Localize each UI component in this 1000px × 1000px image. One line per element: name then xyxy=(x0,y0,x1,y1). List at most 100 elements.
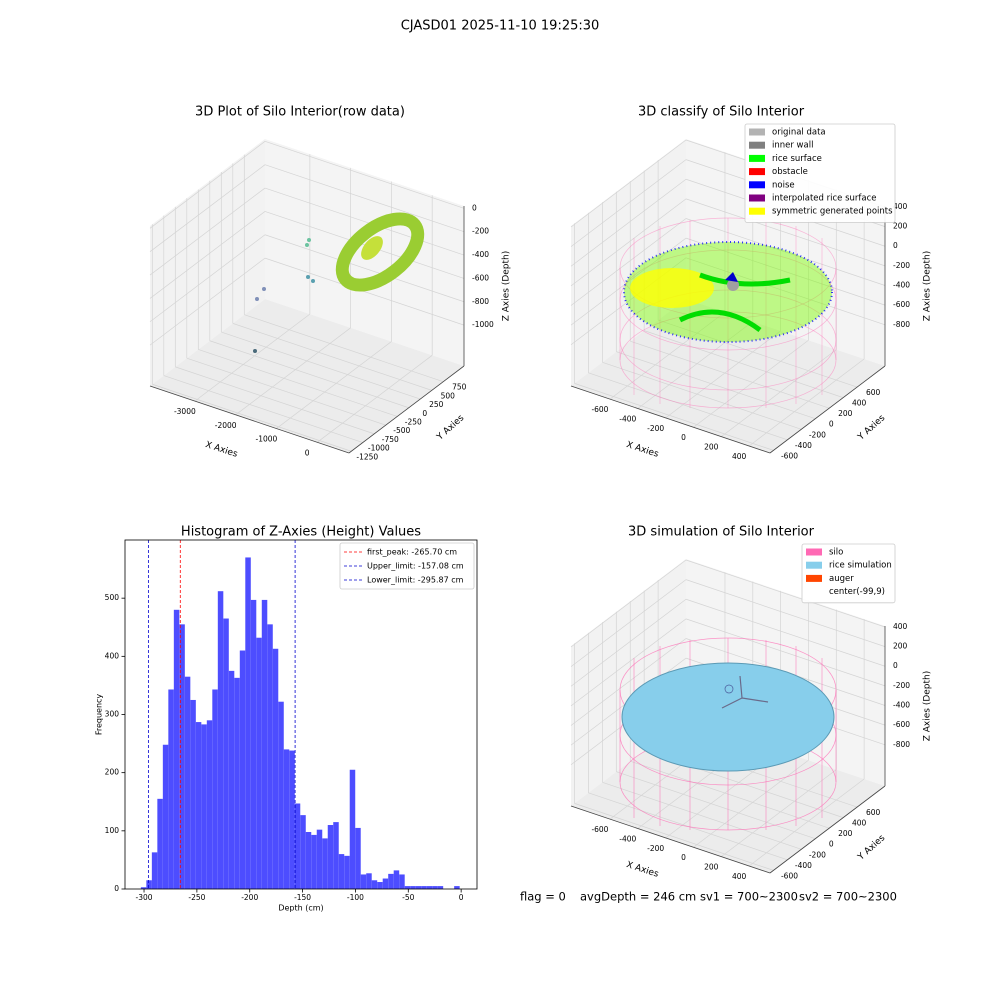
grid-line xyxy=(244,314,444,382)
legend-swatch xyxy=(749,181,765,189)
y-tick-label: 500 xyxy=(441,391,456,400)
grid-line xyxy=(235,327,351,416)
chart-title: 3D classify of Silo Interior xyxy=(638,105,805,120)
bar xyxy=(195,722,202,889)
bar xyxy=(245,557,251,889)
z-tick-label: -400 xyxy=(893,701,910,710)
x-tick-label: -3000 xyxy=(174,407,196,416)
bar xyxy=(300,815,306,889)
y-axis-label: Frequency xyxy=(95,694,104,736)
grid-line xyxy=(630,340,830,409)
legend-swatch xyxy=(749,168,765,176)
legend-label: rice surface xyxy=(772,154,822,164)
grid-line xyxy=(748,778,865,867)
pane-floor xyxy=(571,299,885,453)
grid-line xyxy=(264,141,465,209)
bar xyxy=(162,744,169,889)
legend-label: center(-99,9) xyxy=(829,587,885,597)
bar xyxy=(228,670,235,889)
y-tick-label: 500 xyxy=(105,593,120,602)
bar xyxy=(437,886,444,889)
bar xyxy=(201,724,207,889)
y-tick-label: 250 xyxy=(429,400,444,409)
y-tick-label: -200 xyxy=(809,850,826,859)
grid-line xyxy=(685,559,886,628)
bar xyxy=(151,852,158,889)
bar xyxy=(421,886,427,889)
z-tick-label: -200 xyxy=(893,681,910,690)
grid-line xyxy=(570,618,687,707)
axis-line xyxy=(570,805,771,874)
silo-wire xyxy=(619,249,837,351)
y-tick-label: -400 xyxy=(795,861,812,870)
z-tick-label: 0 xyxy=(893,661,898,670)
bar xyxy=(366,873,372,889)
bar xyxy=(426,886,433,889)
y-tick-label: -1000 xyxy=(368,444,390,453)
y-tick-label: 0 xyxy=(829,420,834,429)
x-tick-label: -200 xyxy=(241,893,258,902)
grid-line xyxy=(149,187,266,276)
z-tick-label: -800 xyxy=(472,297,489,306)
z-tick-label: -200 xyxy=(893,261,910,270)
raw-dot xyxy=(305,243,309,247)
legend-swatch xyxy=(749,128,765,136)
grid-line xyxy=(721,769,837,857)
bar xyxy=(377,882,383,889)
grid-line xyxy=(570,579,687,667)
grid-line xyxy=(221,331,421,400)
raw-inner xyxy=(361,236,383,260)
bar xyxy=(316,829,323,889)
legend-swatch xyxy=(749,207,765,215)
chart-title: Histogram of Z-Axies (Height) Values xyxy=(181,525,421,540)
grid-line xyxy=(152,383,352,452)
grid-line xyxy=(186,357,386,426)
x-tick-label: -2000 xyxy=(215,421,237,430)
raw-dot xyxy=(253,349,257,353)
bar xyxy=(305,831,312,889)
z-tick-label: 200 xyxy=(893,222,908,231)
legend-swatch xyxy=(749,141,765,149)
bar xyxy=(454,886,460,889)
bar xyxy=(234,677,240,889)
pane-floor xyxy=(150,299,464,453)
bar xyxy=(344,855,350,889)
noise-patch xyxy=(725,272,738,282)
rice-simulation-surface xyxy=(621,662,835,772)
z-tick-label: -400 xyxy=(893,281,910,290)
y-tick-label: -1250 xyxy=(356,452,378,461)
y-tick-label: 0 xyxy=(829,840,834,849)
legend-box xyxy=(744,123,896,223)
status-depth: avgDepth = 246 cm xyxy=(580,890,696,904)
grid-line xyxy=(149,164,266,252)
grid-line xyxy=(570,198,687,287)
x-tick-label: 200 xyxy=(704,443,719,452)
grid-line xyxy=(685,218,886,286)
bar xyxy=(272,648,279,889)
y-tick-label: -250 xyxy=(405,417,422,426)
grid-line xyxy=(570,159,687,247)
x-tick-label: 0 xyxy=(459,893,464,902)
z-tick-label: 400 xyxy=(893,202,908,211)
silo-wire xyxy=(619,289,837,391)
x-tick-label: -200 xyxy=(647,424,664,433)
y-tick-label: 600 xyxy=(866,388,881,397)
grid-line xyxy=(685,237,886,306)
legend-label: interpolated rice surface xyxy=(772,194,877,204)
x-tick-label: -400 xyxy=(619,414,636,423)
bar xyxy=(294,803,301,889)
z-tick-label: -400 xyxy=(472,250,489,259)
y-tick-label: -600 xyxy=(781,871,798,880)
grid-line xyxy=(685,598,886,667)
y-tick-label: 400 xyxy=(852,399,867,408)
bar xyxy=(322,838,328,889)
grid-line xyxy=(570,178,687,267)
z-tick-label: 0 xyxy=(893,241,898,250)
bar xyxy=(283,749,290,889)
grid-line xyxy=(588,372,788,441)
y-tick-label: -600 xyxy=(781,451,798,460)
bar xyxy=(289,750,295,889)
